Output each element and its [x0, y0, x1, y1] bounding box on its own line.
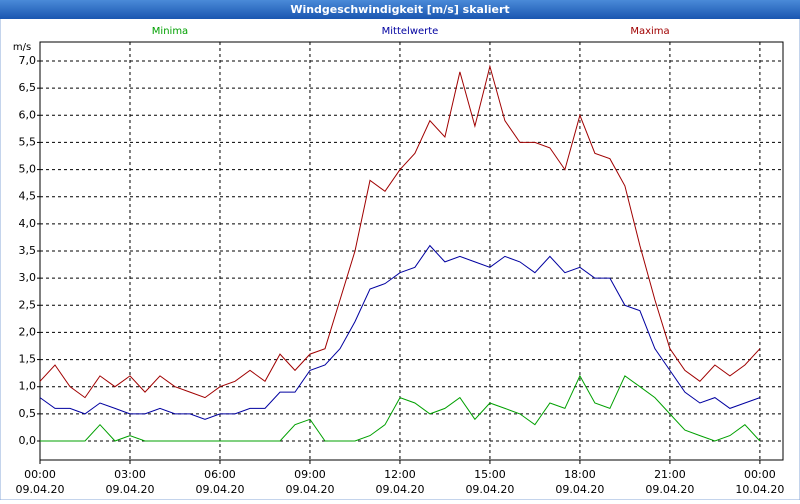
series-line: [39, 64, 761, 399]
y-tick-label: 4,0: [19, 217, 37, 230]
series-line: [39, 244, 761, 420]
y-tick-label: 5,0: [19, 163, 37, 176]
x-tick-date: 09.04.20: [645, 483, 694, 496]
x-tick-label: 03:00: [114, 468, 146, 481]
y-tick-label: 0,5: [19, 407, 37, 420]
series-line: [40, 374, 761, 442]
x-tick-label: 09:00: [294, 468, 326, 481]
y-tick-label: 4,5: [19, 190, 37, 203]
title-bar: [0, 0, 800, 19]
y-tick-label: 6,0: [19, 108, 37, 121]
legend-label: Maxima: [630, 26, 669, 37]
y-tick-label: 2,5: [19, 298, 37, 311]
y-tick-label: 6,5: [19, 81, 37, 94]
x-tick-label: 12:00: [384, 468, 416, 481]
x-tick-label: 18:00: [564, 468, 596, 481]
x-tick-label: 15:00: [474, 468, 506, 481]
y-tick-label: 2,0: [19, 325, 37, 338]
x-tick-label: 00:00: [744, 468, 776, 481]
legend-label: Mittelwerte: [382, 26, 439, 37]
y-tick-label: 3,5: [19, 244, 37, 257]
chart-title: Windgeschwindigkeit [m/s] skaliert: [290, 3, 509, 16]
y-tick-label: 0,0: [19, 434, 37, 447]
x-tick-date: 09.04.20: [195, 483, 244, 496]
x-tick-date: 09.04.20: [375, 483, 424, 496]
y-tick-label: 5,5: [19, 135, 37, 148]
x-tick-label: 00:00: [24, 468, 56, 481]
x-tick-date: 09.04.20: [16, 483, 65, 496]
y-tick-label: 1,5: [19, 353, 37, 366]
x-tick-label: 21:00: [654, 468, 686, 481]
x-tick-date: 09.04.20: [105, 483, 154, 496]
legend-label: Minima: [152, 26, 188, 37]
y-axis-label: m/s: [13, 42, 31, 53]
y-tick-label: 3,0: [19, 271, 37, 284]
y-tick-label: 1,0: [19, 380, 37, 393]
y-tick-label: 7,0: [19, 54, 37, 67]
x-tick-date: 09.04.20: [285, 483, 334, 496]
x-tick-label: 06:00: [204, 468, 236, 481]
x-tick-date: 10.04.20: [735, 483, 784, 496]
x-tick-date: 09.04.20: [465, 483, 514, 496]
x-tick-date: 09.04.20: [555, 483, 604, 496]
